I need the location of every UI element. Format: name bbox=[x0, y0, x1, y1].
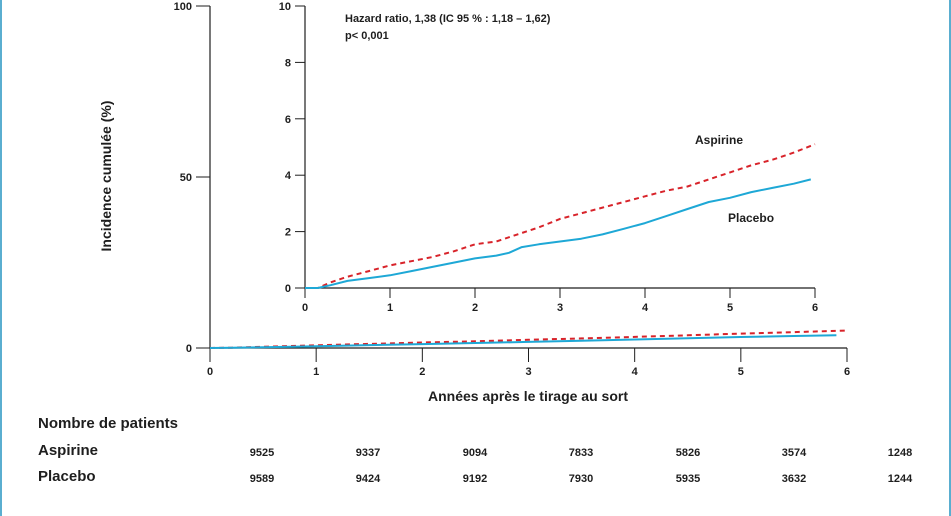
main-series bbox=[209, 329, 848, 349]
main-series-aspirine bbox=[209, 329, 848, 349]
inset-x-tick-label: 5 bbox=[727, 302, 733, 314]
p-value-annotation: p< 0,001 bbox=[345, 30, 389, 42]
inset-x-tick-label: 2 bbox=[472, 302, 478, 314]
inset-x-tick-label: 6 bbox=[812, 302, 818, 314]
risk-cell-aspirine: 3574 bbox=[782, 447, 807, 459]
main-y-tick-label: 100 bbox=[174, 1, 192, 13]
inset-y-tick-label: 2 bbox=[285, 227, 291, 239]
risk-row-label-aspirine: Aspirine bbox=[38, 442, 98, 459]
inset-x-tick-label: 3 bbox=[557, 302, 563, 314]
main-x-tick-label: 6 bbox=[844, 366, 850, 378]
inset-y-tick-label: 0 bbox=[285, 283, 291, 295]
hazard-ratio-annotation: Hazard ratio, 1,38 (IC 95 % : 1,18 – 1,6… bbox=[345, 13, 551, 25]
main-y-tick-label: 0 bbox=[186, 343, 192, 355]
main-x-tick-label: 1 bbox=[313, 366, 319, 378]
main-x-axis-title: Années après le tirage au sort bbox=[428, 388, 628, 404]
inset-x-tick-label: 1 bbox=[387, 302, 393, 314]
main-x-tick-label: 2 bbox=[419, 366, 425, 378]
inset-y-tick-label: 4 bbox=[285, 170, 292, 182]
risk-row-label-placebo: Placebo bbox=[38, 468, 96, 485]
inset-series-placebo bbox=[305, 178, 812, 289]
risk-cell-placebo: 9424 bbox=[356, 473, 381, 485]
risk-cell-aspirine: 9337 bbox=[356, 447, 380, 459]
risk-cell-aspirine: 5826 bbox=[676, 447, 700, 459]
risk-cell-placebo: 1244 bbox=[888, 473, 913, 485]
risk-cell-placebo: 9192 bbox=[463, 473, 487, 485]
main-series-placebo bbox=[209, 334, 837, 349]
inset-series bbox=[305, 143, 816, 289]
series-label-placebo: Placebo bbox=[728, 211, 774, 225]
risk-cell-aspirine: 9094 bbox=[463, 447, 488, 459]
inset-axes: 0 2 4 6 8 10 0 1 2 3 4 5 6 bbox=[279, 1, 818, 314]
risk-cell-placebo: 9589 bbox=[250, 473, 274, 485]
main-x-tick-label: 5 bbox=[738, 366, 744, 378]
risk-table-title: Nombre de patients bbox=[38, 415, 178, 432]
risk-cell-aspirine: 1248 bbox=[888, 447, 912, 459]
main-y-tick-label: 50 bbox=[180, 172, 192, 184]
risk-cell-placebo: 7930 bbox=[569, 473, 593, 485]
inset-series-aspirine bbox=[305, 143, 816, 289]
risk-table: Nombre de patients Aspirine Placebo 9525… bbox=[38, 415, 913, 485]
inset-y-tick-label: 10 bbox=[279, 1, 291, 13]
main-x-tick-label: 4 bbox=[632, 366, 639, 378]
risk-cell-placebo: 3632 bbox=[782, 473, 806, 485]
risk-cell-aspirine: 7833 bbox=[569, 447, 593, 459]
risk-cell-aspirine: 9525 bbox=[250, 447, 274, 459]
series-label-aspirine: Aspirine bbox=[695, 133, 743, 147]
main-y-axis-title: Incidence cumulée (%) bbox=[98, 101, 114, 252]
inset-x-tick-label: 0 bbox=[302, 302, 308, 314]
inset-y-tick-label: 8 bbox=[285, 57, 291, 69]
main-x-tick-label: 0 bbox=[207, 366, 213, 378]
inset-y-tick-label: 6 bbox=[285, 114, 291, 126]
main-x-tick-label: 3 bbox=[525, 366, 531, 378]
inset-x-tick-label: 4 bbox=[642, 302, 649, 314]
risk-cell-placebo: 5935 bbox=[676, 473, 700, 485]
